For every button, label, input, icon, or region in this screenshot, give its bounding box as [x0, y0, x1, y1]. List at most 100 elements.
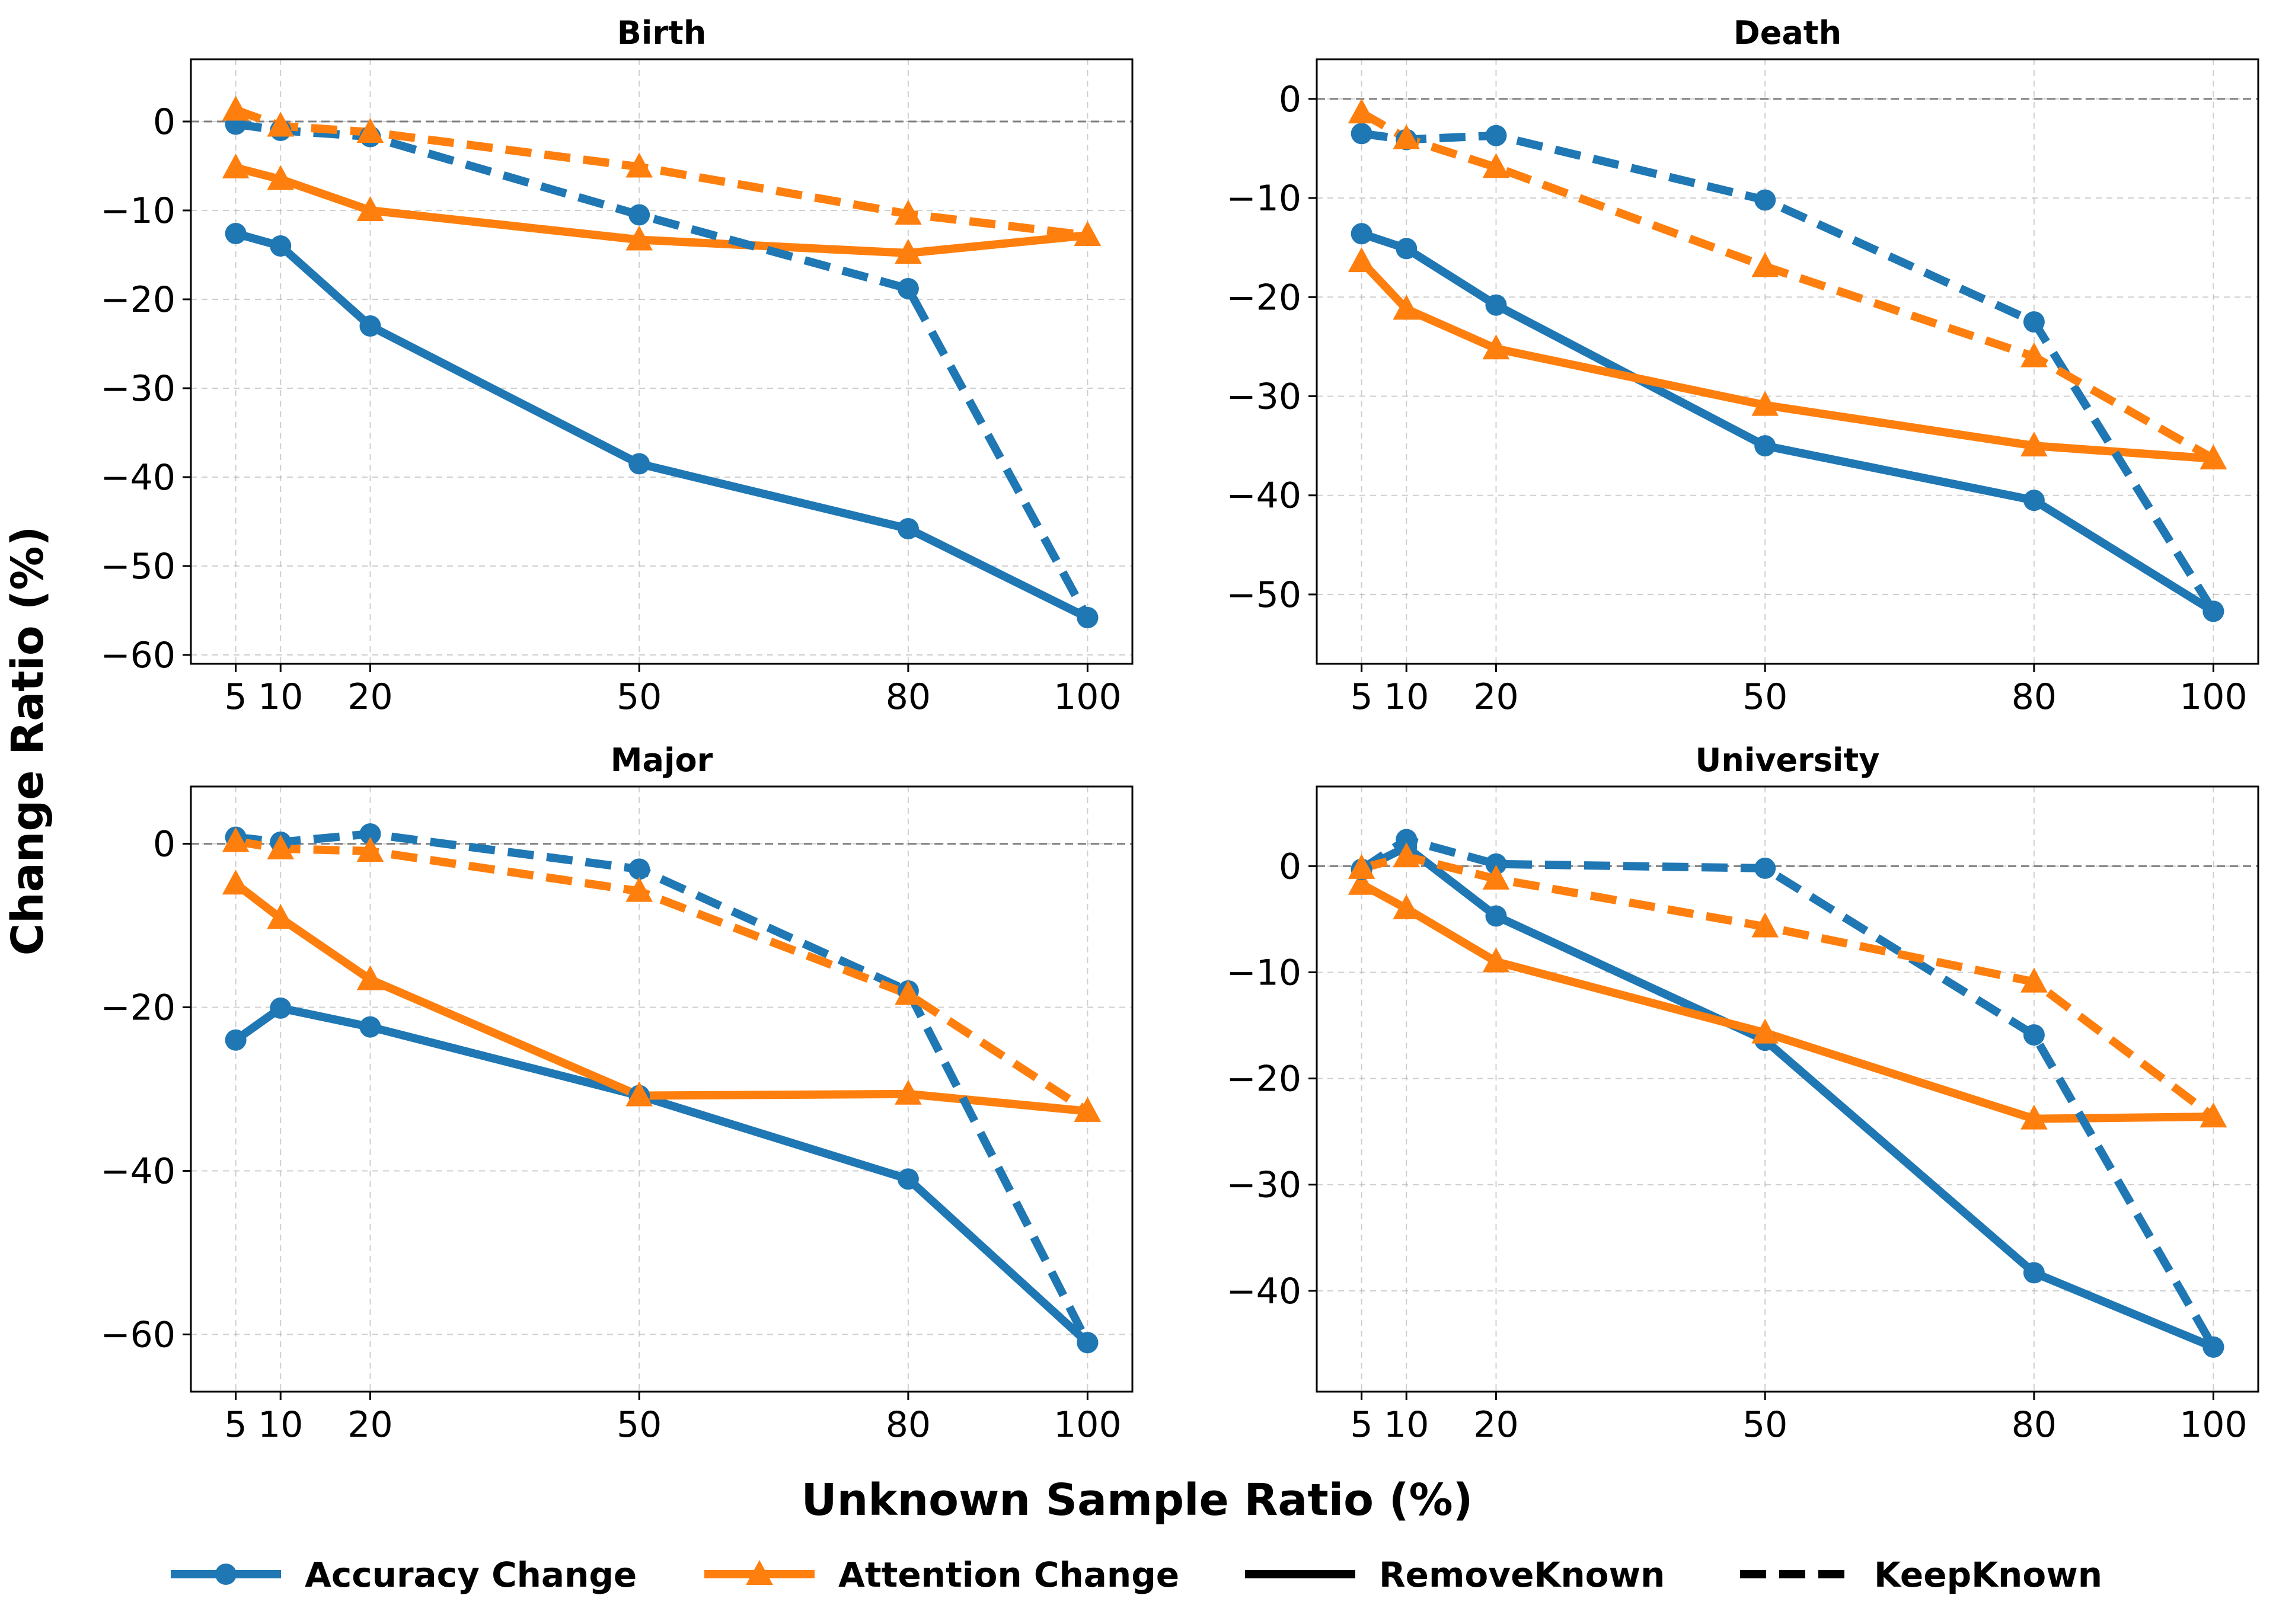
y-tick-label: −20: [100, 279, 175, 321]
data-point: [356, 196, 384, 221]
y-axis-label: Change Ratio (%): [2, 526, 53, 956]
y-tick-label: 0: [153, 101, 175, 143]
data-point: [267, 111, 295, 137]
x-tick-label: 80: [886, 676, 931, 718]
data-point: [1348, 247, 1375, 273]
data-point: [1393, 842, 1420, 868]
y-tick-label: −30: [1226, 1165, 1301, 1206]
subplot-major: 5 10 20 50 80 100 0 −20 −40 −60 Major: [100, 741, 1134, 1446]
data-point: [1482, 334, 1510, 360]
x-tick-label: 80: [886, 1404, 931, 1446]
data-point: [1077, 607, 1099, 628]
legend-marker: [215, 1564, 237, 1585]
data-point: [1754, 435, 1776, 457]
data-point: [2020, 1104, 2048, 1130]
data-point: [1074, 221, 1102, 246]
series-line-attention-change-removeknown: [1359, 880, 2214, 1123]
x-tick-label: 20: [1473, 1404, 1518, 1446]
series-line-attention-change-removeknown: [234, 164, 1088, 257]
y-tick-label: 0: [1279, 846, 1301, 887]
data-point: [625, 1081, 653, 1107]
data-point: [1482, 153, 1510, 178]
x-tick-label: 50: [1742, 1404, 1787, 1446]
y-tick-label: 0: [1279, 79, 1301, 120]
series-line-accuracy-change-removeknown: [233, 1003, 1091, 1346]
x-tick-label: 20: [347, 676, 392, 718]
x-tick-label: 100: [1054, 676, 1122, 718]
data-point: [1074, 1096, 1102, 1122]
data-point: [270, 997, 292, 1019]
data-point: [895, 200, 922, 225]
data-point: [267, 834, 295, 859]
data-point: [1482, 947, 1510, 973]
data-point: [1348, 853, 1375, 879]
data-point: [222, 154, 250, 178]
series-line-attention-change-removeknown: [233, 880, 1088, 1115]
y-tick-label: −20: [1226, 277, 1301, 318]
data-point: [2020, 431, 2048, 457]
y-tick-label: −50: [100, 546, 175, 587]
legend-label: Attention Change: [838, 1555, 1179, 1595]
data-point: [897, 518, 919, 539]
x-tick-label: 5: [1351, 1404, 1373, 1446]
y-tick-label: −20: [1226, 1059, 1301, 1100]
data-point: [356, 965, 384, 990]
data-point: [628, 204, 650, 226]
data-point: [895, 239, 922, 264]
plot-frame: [1316, 785, 2259, 1393]
data-point: [625, 877, 653, 902]
data-point: [2200, 1102, 2227, 1128]
data-point: [222, 95, 250, 121]
data-point: [1482, 864, 1510, 890]
x-tick-label: 100: [2179, 1404, 2248, 1446]
data-point: [1751, 1018, 1779, 1044]
x-tick-label: 10: [258, 1404, 303, 1446]
data-point: [222, 869, 250, 895]
data-point: [1393, 124, 1420, 149]
data-point: [356, 118, 384, 143]
y-tick-label: −20: [100, 987, 175, 1029]
x-tick-label: 10: [1384, 676, 1429, 718]
data-point: [270, 235, 292, 257]
data-point: [897, 1168, 919, 1190]
x-tick-label: 20: [347, 1404, 392, 1446]
data-point: [2202, 600, 2224, 622]
subplot-title: Birth: [617, 14, 707, 52]
legend-item-keepknown: KeepKnown: [1740, 1555, 2102, 1595]
series-line-accuracy-change-keepknown: [1361, 129, 2217, 614]
y-tick-label: −60: [100, 635, 175, 676]
x-tick-label: 50: [617, 1404, 662, 1446]
data-point: [356, 836, 384, 862]
series-line-accuracy-change-keepknown: [235, 830, 1091, 1345]
y-tick-label: −60: [100, 1314, 175, 1356]
data-point: [1396, 238, 1418, 260]
plot-frame: [190, 785, 1134, 1393]
data-point: [625, 152, 653, 178]
x-tick-label: 10: [258, 676, 303, 718]
x-tick-label: 10: [1384, 1404, 1429, 1446]
y-tick-label: 0: [153, 824, 175, 865]
data-point: [2020, 342, 2048, 367]
x-axis-label: Unknown Sample Ratio (%): [802, 1475, 1473, 1526]
legend-item-accuracy-change: Accuracy Change: [171, 1555, 637, 1595]
data-point: [2202, 1336, 2224, 1358]
subplot-birth: 5 10 20 50 80 100 0 −10 −20 −30 −40 −50 −60 Birth: [100, 14, 1134, 718]
series-line-accuracy-change-keepknown: [235, 120, 1091, 620]
data-point: [267, 165, 295, 190]
data-point: [1348, 98, 1375, 124]
data-point: [1485, 905, 1507, 927]
data-point: [895, 980, 922, 1005]
data-point: [1393, 894, 1420, 919]
data-point: [1751, 912, 1779, 938]
data-point: [359, 823, 381, 845]
y-tick-label: −10: [1226, 952, 1301, 993]
data-point: [2200, 444, 2227, 469]
data-point: [2023, 1024, 2045, 1046]
subplot-title: University: [1696, 741, 1880, 779]
legend-marker: [746, 1560, 773, 1585]
x-tick-label: 5: [225, 676, 247, 718]
data-point: [359, 315, 381, 337]
x-tick-label: 100: [2179, 676, 2248, 718]
plot-frame: [1316, 58, 2259, 665]
